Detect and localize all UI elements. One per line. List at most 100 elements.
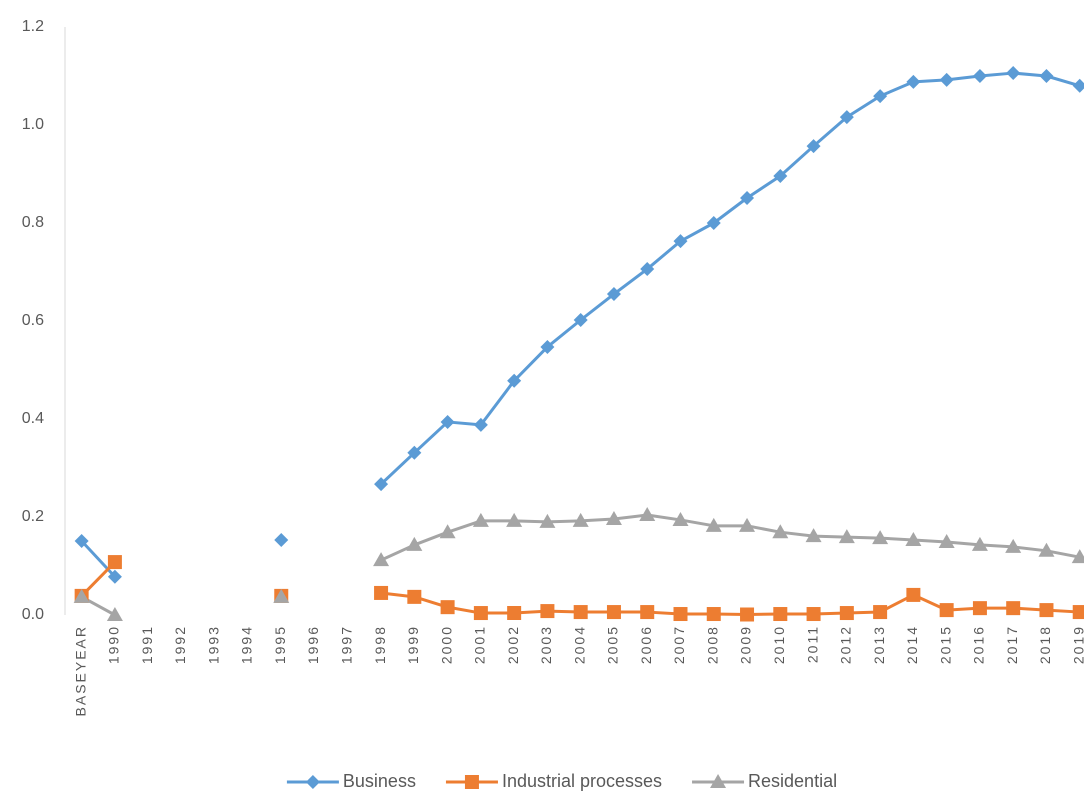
data-point: [772, 524, 789, 539]
data-point: [472, 512, 489, 527]
data-point: [374, 585, 389, 600]
data-point: [473, 606, 488, 621]
x-tick-label: 1990: [106, 625, 122, 664]
data-point: [905, 532, 922, 547]
data-point: [972, 69, 987, 83]
y-tick-label: 0.0: [22, 606, 44, 623]
data-point: [972, 601, 987, 616]
data-point: [1039, 603, 1054, 618]
x-tick-label: 2016: [971, 625, 987, 664]
data-point: [773, 607, 788, 622]
x-tick-label: 2014: [904, 625, 920, 664]
y-tick-label: 0.2: [22, 508, 44, 525]
data-point: [806, 607, 821, 622]
x-tick-label: BASEYEAR: [72, 625, 88, 716]
data-point: [971, 536, 988, 551]
data-point: [838, 529, 855, 544]
data-point: [507, 373, 522, 388]
data-point: [1071, 549, 1084, 564]
series-line: [80, 513, 1081, 617]
x-tick-label: 2019: [1070, 625, 1084, 664]
legend-label: Business: [343, 771, 416, 791]
x-tick-label: 2000: [438, 625, 454, 664]
data-point: [107, 555, 122, 570]
data-point: [740, 607, 755, 622]
data-point: [506, 512, 523, 527]
x-tick-label: 2015: [937, 625, 953, 664]
y-tick-label: 1.0: [22, 116, 44, 133]
data-point: [873, 605, 888, 620]
x-tick-label: 2008: [704, 625, 720, 664]
x-tick-label: 2003: [538, 625, 554, 664]
y-tick-label: 0.6: [22, 312, 44, 329]
legend-label: Industrial processes: [502, 771, 662, 791]
x-tick-label: 1991: [139, 625, 155, 664]
x-tick-label: 1992: [172, 625, 188, 664]
data-point: [706, 607, 721, 622]
data-point: [739, 517, 756, 532]
data-point: [639, 507, 656, 522]
data-point: [939, 603, 954, 618]
data-point: [673, 234, 688, 249]
x-tick-label: 1993: [205, 625, 221, 664]
data-point: [839, 110, 854, 125]
data-point: [540, 339, 555, 354]
data-point: [1006, 601, 1021, 616]
data-point: [374, 477, 389, 492]
x-tick-label: 2013: [871, 625, 887, 664]
data-point: [806, 139, 821, 154]
x-tick-label: 1995: [272, 625, 288, 664]
legend-marker: [464, 775, 479, 789]
x-tick-label: 2011: [804, 625, 820, 663]
x-tick-label: 1998: [372, 625, 388, 664]
data-point: [573, 605, 588, 620]
legend-marker: [710, 774, 727, 788]
data-point: [1072, 78, 1084, 93]
x-tick-label: 2007: [671, 625, 687, 664]
data-point: [439, 524, 456, 539]
data-point: [740, 191, 755, 206]
data-point: [705, 517, 722, 532]
legend-marker: [305, 775, 320, 789]
data-point: [605, 510, 622, 525]
data-point: [1072, 605, 1084, 620]
data-point: [606, 605, 621, 620]
data-point: [440, 414, 455, 429]
y-tick-label: 1.2: [22, 18, 44, 35]
x-tick-label: 1994: [239, 625, 255, 664]
data-point: [407, 445, 422, 460]
x-tick-label: 2001: [472, 625, 488, 664]
data-point: [373, 552, 390, 567]
x-tick-label: 1999: [405, 625, 421, 664]
data-point: [706, 216, 721, 230]
data-point: [406, 536, 423, 551]
y-tick-label: 0.4: [22, 410, 44, 427]
data-point: [939, 72, 954, 87]
legend: Business Industrial processes Residential: [286, 771, 837, 791]
x-tick-label: 2005: [605, 625, 621, 664]
legend-label: Residential: [748, 771, 837, 791]
data-point: [640, 605, 655, 620]
series-line: [80, 71, 1081, 578]
data-point: [640, 262, 655, 277]
data-point: [805, 528, 822, 543]
data-point: [906, 587, 921, 602]
x-tick-label: 2018: [1037, 625, 1053, 664]
data-point: [539, 513, 556, 528]
data-point: [873, 89, 888, 104]
data-point: [839, 606, 854, 621]
x-tick-label: 2017: [1004, 625, 1020, 664]
data-point: [540, 604, 555, 619]
data-point: [906, 74, 921, 89]
x-tick-label: 2004: [571, 625, 587, 664]
x-tick-label: 2002: [505, 625, 521, 664]
data-point: [673, 607, 688, 622]
data-point: [572, 512, 589, 527]
data-point: [872, 530, 889, 545]
data-point: [274, 533, 289, 548]
data-point: [106, 607, 123, 621]
data-point: [473, 417, 488, 432]
data-point: [606, 287, 621, 302]
data-point: [1039, 69, 1054, 83]
